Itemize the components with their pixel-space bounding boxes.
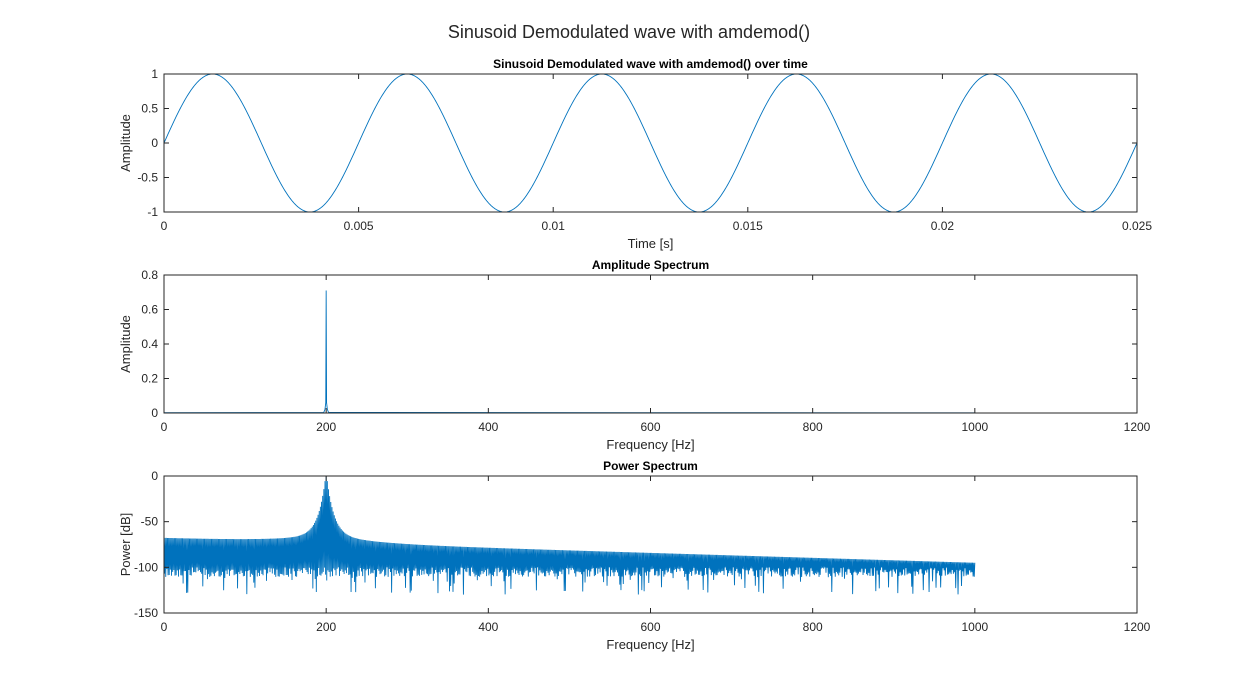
x-tick-label: 400	[478, 620, 498, 634]
y-tick-label: 0	[151, 469, 158, 483]
axes-box	[163, 274, 1138, 414]
data-line	[163, 73, 1138, 213]
x-axis-label: Frequency [Hz]	[606, 637, 694, 652]
y-tick-label: -0.5	[137, 171, 158, 185]
x-tick-label: 0.025	[1122, 219, 1152, 233]
subplot-title: Power Spectrum	[603, 459, 698, 473]
subplot-2: 0 200 400 600 800 1000 1200 0 0.2 0.4 0.6 0.8 Amplit…	[118, 258, 1151, 452]
x-tick-label: 400	[478, 420, 498, 434]
x-tick-label: 0.015	[733, 219, 763, 233]
subplot-1: 0 0.005 0.01 0.015 0.02 0.025 -1 -0.5 0 0.5 1 Sinus…	[118, 57, 1152, 251]
y-tick-label: 0.6	[141, 303, 158, 317]
y-tick-label: -1	[147, 205, 158, 219]
x-tick-label: 0.005	[344, 219, 374, 233]
x-tick-label: 600	[640, 420, 660, 434]
subplot-title: Sinusoid Demodulated wave with amdemod()…	[493, 57, 808, 71]
y-tick-label: -50	[141, 515, 159, 529]
x-tick-label: 0.02	[931, 219, 955, 233]
x-tick-label: 0	[161, 620, 168, 634]
subplot-title: Amplitude Spectrum	[592, 258, 709, 272]
x-tick-label: 200	[316, 620, 336, 634]
x-tick-label: 800	[803, 620, 823, 634]
y-axis-label: Amplitude	[118, 114, 133, 172]
x-tick-label: 1200	[1124, 620, 1151, 634]
x-tick-label: 1200	[1124, 420, 1151, 434]
data-line	[163, 290, 975, 414]
x-tick-label: 600	[640, 620, 660, 634]
y-tick-label: 0.2	[141, 372, 158, 386]
data-line	[163, 475, 976, 595]
x-tick-label: 1000	[961, 420, 988, 434]
subplot-3: 0 200 400 600 800 1000 1200 -150 -100 -50 0 Power S…	[118, 459, 1151, 652]
y-tick-label: -150	[134, 606, 158, 620]
y-tick-label: 0.4	[141, 337, 158, 351]
figure-title: Sinusoid Demodulated wave with amdemod()	[447, 22, 811, 42]
y-tick-label: 0	[151, 406, 158, 420]
y-tick-label: 0.5	[141, 102, 158, 116]
y-axis-label: Power [dB]	[118, 513, 133, 577]
x-tick-label: 1000	[961, 620, 988, 634]
y-axis-label: Amplitude	[118, 315, 133, 373]
y-tick-label: -100	[134, 560, 158, 574]
x-tick-label: 200	[316, 420, 336, 434]
x-axis-label: Time [s]	[628, 236, 674, 251]
y-tick-label: 1	[151, 67, 158, 81]
y-tick-label: 0	[151, 136, 158, 150]
x-tick-label: 0.01	[542, 219, 566, 233]
x-axis-label: Frequency [Hz]	[606, 437, 694, 452]
x-tick-label: 800	[803, 420, 823, 434]
x-tick-label: 0	[161, 219, 168, 233]
y-tick-label: 0.8	[141, 268, 158, 282]
x-tick-label: 0	[161, 420, 168, 434]
